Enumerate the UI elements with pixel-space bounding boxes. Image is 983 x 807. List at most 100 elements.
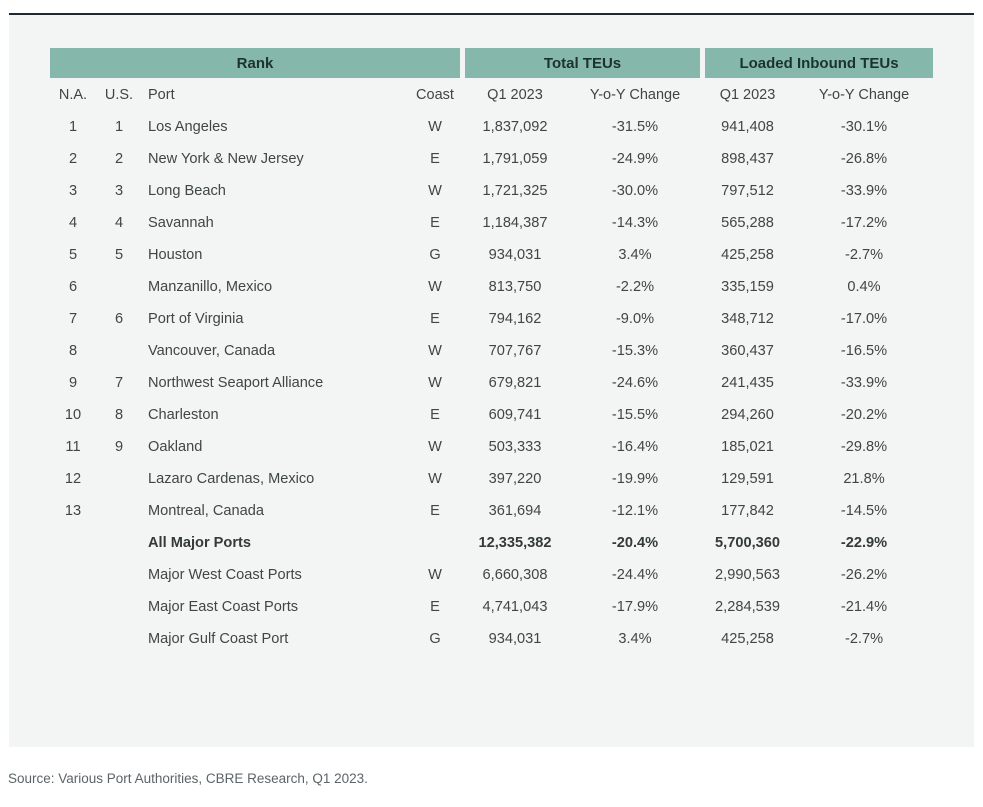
cell-us [96, 591, 142, 623]
cell-us: 5 [114, 247, 124, 263]
cell-port: Port of Virginia [148, 311, 244, 327]
cell-us: 7 [114, 375, 124, 391]
cell-q1-total: 934,031 [488, 247, 542, 263]
cell-coast: W [428, 439, 442, 455]
cell-yoy-inbound: -14.5% [840, 503, 888, 519]
cell-q1-total: 794,162 [488, 311, 542, 327]
cell-q1-total: 1,184,387 [482, 215, 548, 231]
cell-q1-inbound: 185,021 [721, 439, 774, 455]
cell-yoy-total: -31.5% [611, 119, 659, 135]
cell-port: Lazaro Cardenas, Mexico [148, 471, 315, 487]
cell-yoy-total: -2.2% [615, 279, 655, 295]
cell-na: 1 [68, 119, 78, 135]
col-header-port: Port [148, 86, 175, 103]
cell-yoy-inbound: -33.9% [840, 183, 888, 199]
cell-na: 8 [68, 343, 78, 359]
cell-coast [410, 527, 460, 559]
cell-coast: W [428, 183, 442, 199]
cell-na: 6 [68, 279, 78, 295]
cell-port: Major West Coast Ports [148, 567, 302, 583]
cell-us: 6 [114, 311, 124, 327]
col-header-na: N.A. [58, 86, 88, 103]
cell-q1-inbound: 5,700,360 [715, 535, 780, 551]
cell-us: 3 [114, 183, 124, 199]
cell-us [96, 495, 142, 527]
cell-yoy-total: -9.0% [615, 311, 655, 327]
cell-yoy-inbound: -16.5% [840, 343, 888, 359]
cell-yoy-total: 3.4% [618, 247, 652, 263]
cell-port: Vancouver, Canada [148, 343, 276, 359]
cell-coast: E [430, 311, 440, 327]
table-row: 3 3 Long Beach W 1,721,325 -30.0% 797,512 -33.9… [50, 175, 933, 207]
cell-port: Oakland [148, 439, 203, 455]
cell-q1-total: 934,031 [488, 631, 542, 647]
cell-coast: W [428, 119, 442, 135]
cell-port: Northwest Seaport Alliance [148, 375, 324, 391]
cell-coast: E [430, 215, 440, 231]
cell-yoy-inbound: -2.7% [844, 247, 884, 263]
table-row: 6 Manzanillo, Mexico W 813,750 -2.2% 335,159 0… [50, 271, 933, 303]
cell-us [96, 271, 142, 303]
table-row: Major Gulf Coast Port G 934,031 3.4% 425,258… [50, 623, 933, 655]
cell-us: 2 [114, 151, 124, 167]
col-header-coast: Coast [416, 86, 454, 103]
cell-na: 5 [68, 247, 78, 263]
cell-us: 8 [114, 407, 124, 423]
cell-na [50, 623, 96, 655]
cell-yoy-inbound: 0.4% [847, 279, 881, 295]
cell-port: Los Angeles [148, 119, 228, 135]
table-row: 5 5 Houston G 934,031 3.4% 425,258 -2.7% [50, 239, 933, 271]
cell-yoy-inbound: -20.2% [840, 407, 888, 423]
cell-q1-total: 397,220 [488, 471, 542, 487]
cell-coast: W [428, 343, 442, 359]
cell-yoy-total: -30.0% [611, 183, 659, 199]
cell-yoy-total: -15.3% [611, 343, 659, 359]
cell-q1-total: 813,750 [488, 279, 542, 295]
group-header-rank: Rank [50, 48, 460, 78]
cell-coast: E [430, 503, 440, 519]
cell-q1-total: 1,721,325 [482, 183, 548, 199]
cell-q1-inbound: 2,990,563 [715, 567, 780, 583]
cell-na: 7 [68, 311, 78, 327]
top-divider [9, 13, 974, 15]
cell-port: Montreal, Canada [148, 503, 265, 519]
table-row: 8 Vancouver, Canada W 707,767 -15.3% 360,437 -… [50, 335, 933, 367]
cell-yoy-inbound: -30.1% [840, 119, 888, 135]
col-header-us: U.S. [104, 86, 134, 103]
cell-q1-inbound: 129,591 [721, 471, 774, 487]
col-header-yoy-total: Y-o-Y Change [589, 86, 681, 103]
cell-q1-inbound: 177,842 [721, 503, 774, 519]
cell-q1-inbound: 2,284,539 [715, 599, 780, 615]
cell-q1-inbound: 348,712 [721, 311, 774, 327]
cell-na: 4 [68, 215, 78, 231]
cell-coast: G [429, 247, 441, 263]
cell-na: 2 [68, 151, 78, 167]
cell-port: Long Beach [148, 183, 226, 199]
cell-yoy-total: -24.9% [611, 151, 659, 167]
table-row: 7 6 Port of Virginia E 794,162 -9.0% 348,712 -1… [50, 303, 933, 335]
table-row: 4 4 Savannah E 1,184,387 -14.3% 565,288 -17.2% [50, 207, 933, 239]
cell-coast: E [430, 599, 440, 615]
cell-coast: W [428, 375, 442, 391]
cell-yoy-inbound: -17.2% [840, 215, 888, 231]
ports-table: Rank Total TEUs Loaded Inbound TEUs N.A.… [50, 48, 934, 655]
table-row: All Major Ports 12,335,382 -20.4% 5,700,360… [50, 527, 933, 559]
cell-us: 4 [114, 215, 124, 231]
column-header-row: N.A. U.S. Port Coast Q1 2023 Y-o-Y Chang… [50, 78, 933, 111]
cell-port: Houston [148, 247, 203, 263]
cell-us [96, 527, 142, 559]
cell-us [96, 463, 142, 495]
cell-coast: W [428, 567, 442, 583]
cell-q1-total: 679,821 [488, 375, 542, 391]
col-header-yoy-inbound: Y-o-Y Change [818, 86, 910, 103]
cell-yoy-total: -16.4% [611, 439, 659, 455]
cell-q1-inbound: 898,437 [721, 151, 774, 167]
cell-q1-total: 4,741,043 [482, 599, 548, 615]
table-row: Major East Coast Ports E 4,741,043 -17.9% 2,… [50, 591, 933, 623]
group-header-total-teus: Total TEUs [460, 48, 701, 78]
cell-us [96, 335, 142, 367]
cell-yoy-inbound: -26.8% [840, 151, 888, 167]
cell-q1-total: 12,335,382 [478, 535, 552, 551]
cell-yoy-total: -24.4% [611, 567, 659, 583]
